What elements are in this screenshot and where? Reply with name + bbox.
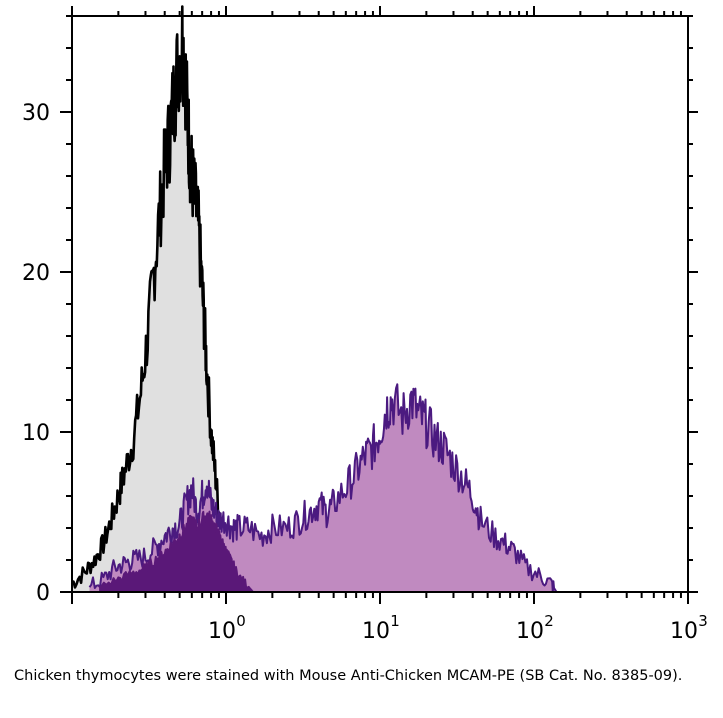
y-tick-label: 30 (22, 101, 50, 126)
x-tick-label: 10 (670, 619, 698, 644)
x-tick-exponent: 2 (544, 612, 554, 630)
series-0-area (72, 6, 247, 592)
x-tick-label: 10 (208, 619, 236, 644)
x-axis: 10 0 10 1 10 2 10 3 (71, 6, 708, 644)
x-tick-label: 10 (362, 619, 390, 644)
y-tick-label: 0 (36, 581, 50, 606)
x-tick-exponent: 0 (236, 612, 246, 630)
series-1-line (88, 383, 558, 593)
plot-area (70, 5, 558, 593)
series-2-area (99, 511, 254, 592)
y-tick-label: 10 (22, 421, 50, 446)
y-axis: 0 10 20 30 (22, 15, 698, 606)
x-tick-label: 10 (516, 619, 544, 644)
figure-caption: Chicken thymocytes were stained with Mou… (14, 668, 683, 684)
x-tick-exponent: 3 (698, 612, 708, 630)
series-2-line (98, 510, 254, 593)
series-0-line (70, 5, 248, 593)
y-tick-label: 20 (22, 261, 50, 286)
x-tick-exponent: 1 (390, 612, 400, 630)
